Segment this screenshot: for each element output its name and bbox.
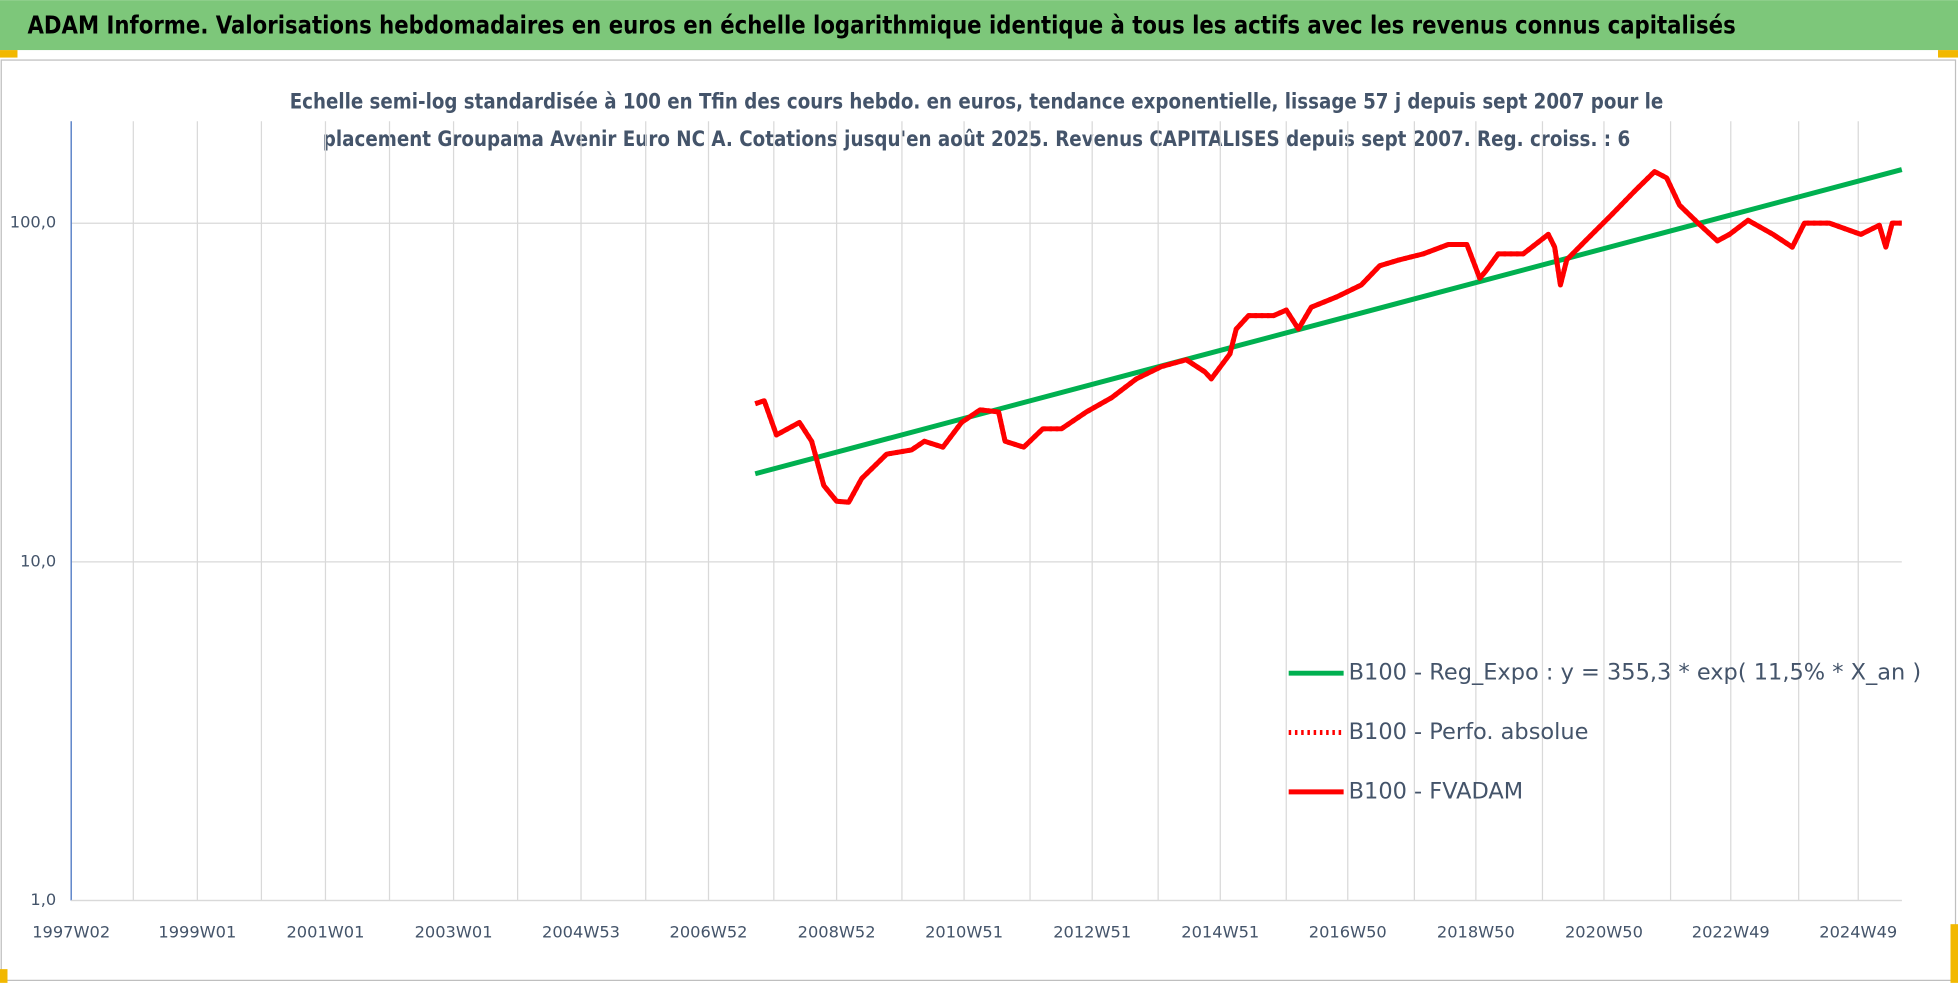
x-tick-label: 2010W51 <box>925 922 1003 941</box>
x-tick-label: 1999W01 <box>158 922 236 941</box>
x-tick-label: 2024W49 <box>1819 922 1897 941</box>
y-tick-label: 1,0 <box>30 890 56 909</box>
y-tick-label: 100,0 <box>10 213 56 232</box>
corner <box>1950 924 1958 983</box>
chart-subtitle: Echelle semi-log standardisée à 100 en T… <box>290 90 1664 115</box>
x-tick-label: 2008W52 <box>798 922 876 941</box>
x-tick-label: 2001W01 <box>286 922 364 941</box>
corner <box>1938 50 1958 58</box>
series-line <box>754 169 1902 505</box>
series-line <box>754 169 1902 505</box>
x-tick-label: 2020W50 <box>1565 922 1643 941</box>
series-line <box>754 167 1903 477</box>
header-bar <box>0 0 1958 51</box>
x-tick-label: 2016W50 <box>1309 922 1387 941</box>
x-tick-label: 2004W53 <box>542 922 620 941</box>
corner <box>0 50 18 58</box>
x-tick-label: 2012W51 <box>1053 922 1131 941</box>
y-tick-label: 10,0 <box>20 551 56 570</box>
frame <box>0 59 1957 981</box>
legend-label: B100 - Reg_Expo : y = 355,3 * exp( 11,5%… <box>1349 660 1922 686</box>
x-tick-label: 2006W52 <box>670 922 748 941</box>
chart-subtitle: placement Groupama Avenir Euro NC A. Cot… <box>323 127 1630 152</box>
legend-label: B100 - Perfo. absolue <box>1349 719 1589 745</box>
legend-label: B100 - FVADAM <box>1349 778 1524 804</box>
header-title: ADAM Informe. Valorisations hebdomadaire… <box>27 10 1735 39</box>
x-tick-label: 1997W02 <box>32 922 110 941</box>
corner <box>0 969 8 983</box>
x-tick-label: 2018W50 <box>1437 922 1515 941</box>
x-tick-label: 2003W01 <box>415 922 493 941</box>
x-tick-label: 2022W49 <box>1692 922 1770 941</box>
x-tick-label: 2014W51 <box>1181 922 1259 941</box>
